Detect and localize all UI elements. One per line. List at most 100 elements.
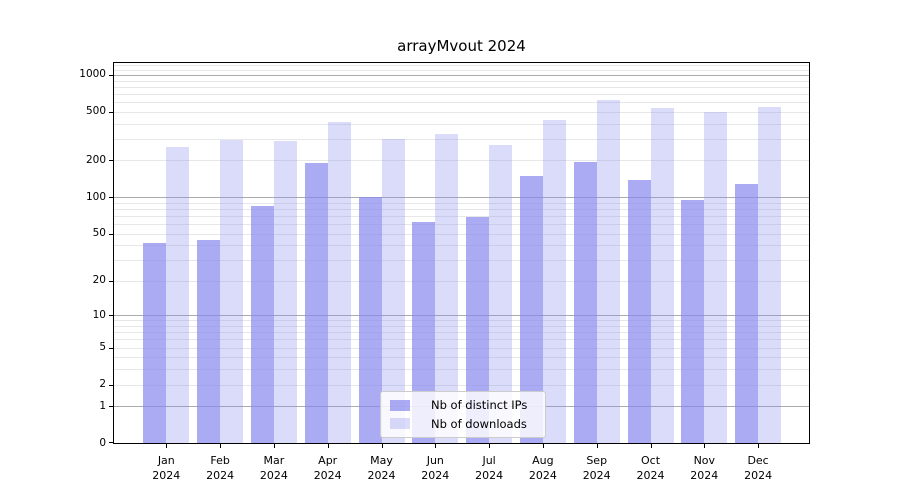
gridline-minor	[114, 384, 809, 386]
bar-distinct-ips-apr	[304, 163, 328, 443]
gridline-minor	[114, 160, 809, 162]
bar-distinct-ips-jul	[466, 217, 490, 443]
x-axis-label-year: 2024	[744, 469, 773, 482]
legend-label: Nb of downloads	[431, 416, 527, 431]
bar-distinct-ips-aug	[519, 175, 543, 443]
bar-distinct-ips-may	[358, 197, 382, 443]
gridline-minor	[114, 215, 809, 217]
bar-distinct-ips-jan	[143, 242, 167, 443]
x-axis-tick	[381, 443, 383, 448]
gridline-major	[114, 315, 809, 317]
x-axis-label-year: 2024	[206, 469, 235, 482]
x-axis-tick	[704, 443, 706, 448]
x-axis-label-year: 2024	[475, 469, 504, 482]
legend: Nb of distinct IPs Nb of downloads	[380, 391, 546, 438]
x-axis-label-year: 2024	[528, 469, 557, 482]
gridline-minor	[114, 325, 809, 327]
gridline-minor	[114, 111, 809, 113]
legend-label: Nb of distinct IPs	[431, 398, 528, 413]
bar-downloads-oct	[650, 107, 674, 443]
x-axis-tick	[758, 443, 760, 448]
gridline-minor	[114, 332, 809, 334]
gridline-minor	[114, 233, 809, 235]
y-axis-tick	[109, 315, 113, 317]
legend-item-downloads: Nb of downloads	[390, 417, 536, 431]
x-axis-label-month: Feb	[210, 454, 230, 467]
y-axis-tick	[109, 233, 113, 235]
gridline-minor	[114, 369, 809, 371]
y-axis-tick	[109, 160, 113, 162]
x-axis-label: Jan 2024	[139, 453, 193, 483]
bar-downloads-nov	[704, 112, 728, 443]
gridline-minor	[114, 138, 809, 140]
y-axis-label: 500	[85, 105, 106, 118]
x-axis-label: Jun 2024	[408, 453, 462, 483]
gridline-minor	[114, 123, 809, 125]
bar-distinct-ips-sep	[573, 162, 597, 443]
y-axis-tick	[109, 347, 113, 349]
x-axis-tick	[435, 443, 437, 448]
x-axis-label-year: 2024	[152, 469, 181, 482]
y-axis-label: 50	[92, 227, 106, 239]
x-axis-label: Dec 2024	[731, 453, 785, 483]
bar-downloads-jun	[435, 133, 459, 443]
x-axis-label-month: Sep	[586, 454, 608, 467]
gridline-minor	[114, 86, 809, 88]
bar-downloads-sep	[596, 99, 620, 443]
x-axis-label: Mar 2024	[247, 453, 301, 483]
bar-distinct-ips-dec	[735, 183, 759, 443]
gridline-minor	[114, 208, 809, 210]
x-axis-label-month: Dec	[747, 454, 769, 467]
y-axis-tick	[109, 74, 113, 76]
gridline-minor	[114, 65, 809, 67]
gridline-minor	[114, 80, 809, 82]
x-axis-label-year: 2024	[367, 469, 396, 482]
y-axis-tick	[109, 280, 113, 282]
x-axis-label: May 2024	[355, 453, 409, 483]
gridline-major	[114, 74, 809, 76]
x-axis-label-month: May	[370, 454, 393, 467]
x-axis-label-month: Jan	[157, 454, 175, 467]
gridline-major	[114, 197, 809, 199]
x-axis-tick	[327, 443, 329, 448]
y-axis-label: 0	[99, 436, 106, 449]
y-axis-label: 1	[99, 399, 106, 412]
gridline-minor	[114, 224, 809, 225]
y-axis-label: 1000	[79, 68, 106, 81]
x-axis-label-month: Apr	[318, 454, 338, 467]
y-axis-label: 5	[99, 341, 106, 353]
bar-downloads-jan	[166, 146, 190, 443]
bar-downloads-aug	[542, 120, 566, 443]
x-axis-label: Aug 2024	[516, 453, 570, 483]
bar-downloads-jul	[489, 144, 513, 443]
chart-title: arrayMvout 2024	[397, 37, 526, 55]
y-axis-label: 10	[92, 308, 106, 321]
x-axis-tick	[650, 443, 652, 448]
x-axis-label-year: 2024	[313, 469, 342, 482]
bar-downloads-dec	[758, 107, 782, 443]
x-axis-label-month: Aug	[532, 454, 554, 467]
y-axis-label: 100	[85, 190, 106, 203]
x-axis-tick	[220, 443, 222, 448]
x-axis-tick	[542, 443, 544, 448]
x-axis-label-month: Mar	[263, 454, 285, 467]
bar-distinct-ips-feb	[197, 240, 221, 443]
x-axis-label: Apr 2024	[301, 453, 355, 483]
gridline-minor	[114, 347, 809, 349]
gridline-minor	[114, 102, 809, 104]
legend-item-distinct-ips: Nb of distinct IPs	[390, 398, 536, 412]
bar-downloads-mar	[273, 140, 297, 443]
x-axis-label: Oct 2024	[624, 453, 678, 483]
gridline-minor	[114, 260, 809, 261]
y-axis-tick	[109, 406, 113, 408]
x-axis-label-month: Jul	[482, 454, 496, 467]
x-axis-tick	[596, 443, 598, 448]
bar-downloads-apr	[327, 122, 351, 443]
x-axis-label-year: 2024	[636, 469, 665, 482]
bar-distinct-ips-oct	[627, 180, 651, 443]
x-axis-label: Feb 2024	[193, 453, 247, 483]
x-axis-label: Sep 2024	[570, 453, 624, 483]
bar-distinct-ips-jun	[412, 222, 436, 443]
gridline-minor	[114, 93, 809, 95]
